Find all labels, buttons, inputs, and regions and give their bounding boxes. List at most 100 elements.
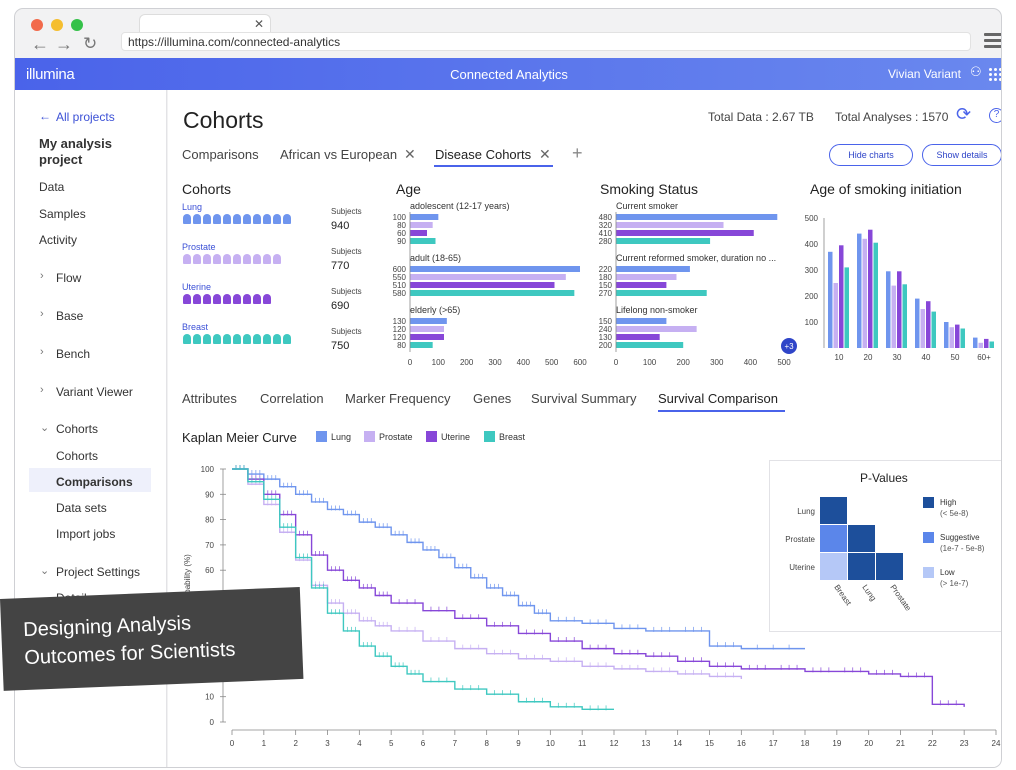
bar-value-label: 320 <box>599 221 613 230</box>
legend-swatch <box>923 532 934 543</box>
km-curve-lung <box>232 468 805 650</box>
person-icon <box>213 334 221 344</box>
sidebar-item-base[interactable]: Base <box>56 309 84 323</box>
app-header: illumina Connected Analytics Vivian Vari… <box>15 58 1001 90</box>
person-icon <box>263 254 271 264</box>
chevron-down-icon: ⌄ <box>40 565 50 577</box>
sidebar-item-flow[interactable]: Flow <box>56 271 82 285</box>
sidebar-group-project-settings[interactable]: Project Settings <box>56 565 141 579</box>
cohorts-panel-title: Cohorts <box>182 181 232 197</box>
x-tick-label: 50 <box>951 353 960 362</box>
matrix-cell[interactable] <box>848 553 875 580</box>
subtab-genes[interactable]: Genes <box>473 391 512 406</box>
bar <box>410 334 444 340</box>
bar <box>868 229 873 348</box>
tab-comparisons[interactable]: Comparisons <box>182 147 259 162</box>
back-arrow-icon[interactable]: ← <box>39 109 51 123</box>
matrix-cell[interactable] <box>820 553 847 580</box>
bar <box>862 238 867 348</box>
tab-close-icon[interactable]: ✕ <box>253 17 264 31</box>
sidebar-item-cohorts[interactable]: Cohorts <box>56 449 99 463</box>
bar <box>616 222 724 228</box>
p-values-title: P-Values <box>860 471 908 485</box>
hide-charts-button[interactable]: Hide charts <box>829 144 913 166</box>
person-icon <box>203 254 211 264</box>
address-bar[interactable]: https://illumina.com/connected-analytics <box>121 32 971 51</box>
subjects-count: 940 <box>331 220 350 232</box>
total-data: Total Data : 2.67 TB <box>708 110 814 124</box>
sidebar-item-comparisons[interactable]: Comparisons <box>56 475 133 489</box>
show-details-button[interactable]: Show details <box>922 144 1001 166</box>
bar-value-label: 130 <box>599 333 613 342</box>
sidebar-item-data[interactable]: Data <box>39 180 65 194</box>
matrix-cell[interactable] <box>820 497 847 524</box>
person-icon <box>253 294 261 304</box>
tab-african-vs-european[interactable]: African vs European <box>280 147 398 162</box>
person-icon <box>223 254 231 264</box>
sidebar-item-bench[interactable]: Bench <box>56 347 91 361</box>
back-arrow-icon[interactable]: ← <box>31 34 49 54</box>
sidebar-item-samples[interactable]: Samples <box>39 207 86 221</box>
person-icon <box>203 294 211 304</box>
close-icon[interactable]: ✕ <box>404 146 416 162</box>
reload-icon[interactable]: ↻ <box>83 34 98 53</box>
tab-disease-cohorts[interactable]: Disease Cohorts <box>435 147 532 162</box>
sidebar-group-cohorts[interactable]: Cohorts <box>56 422 99 436</box>
maximize-window-button[interactable] <box>71 19 83 31</box>
bar <box>616 326 697 332</box>
more-series-count[interactable]: +3 <box>784 342 794 351</box>
more-series-badge[interactable] <box>781 338 797 354</box>
y-tick-label: 500 <box>805 214 819 223</box>
bar <box>616 290 707 296</box>
subtab-attributes[interactable]: Attributes <box>182 391 237 406</box>
sidebar-item-activity[interactable]: Activity <box>39 233 78 247</box>
subtab-survival-comparison[interactable]: Survival Comparison <box>658 391 778 406</box>
bar-value-label: 180 <box>599 273 613 282</box>
x-tick-label: 3 <box>325 739 330 748</box>
app-grid-icon[interactable] <box>989 68 1001 82</box>
sidebar-item-data-sets[interactable]: Data sets <box>56 501 107 515</box>
subtab-survival-summary[interactable]: Survival Summary <box>531 391 637 406</box>
bar-value-label: 220 <box>599 265 613 274</box>
browser-menu-icon[interactable] <box>984 33 1001 49</box>
forward-arrow-icon[interactable]: → <box>55 34 73 54</box>
x-tick-label: 19 <box>832 739 841 748</box>
matrix-cell[interactable] <box>876 553 903 580</box>
km-curve-uterine <box>232 468 965 707</box>
user-icon[interactable]: ⚇ <box>970 64 982 79</box>
subtab-correlation[interactable]: Correlation <box>260 391 324 406</box>
person-icon <box>183 254 191 264</box>
person-icon <box>203 214 211 224</box>
minimize-window-button[interactable] <box>51 19 63 31</box>
x-tick-label: 0 <box>614 358 619 367</box>
x-tick-label: 20 <box>864 739 873 748</box>
matrix-cell[interactable] <box>820 525 847 552</box>
sidebar-item-import-jobs[interactable]: Import jobs <box>56 527 116 541</box>
close-window-button[interactable] <box>31 19 43 31</box>
x-tick-label: 60+ <box>977 353 991 362</box>
bar-value-label: 270 <box>599 289 613 298</box>
person-icon <box>253 254 261 264</box>
bar <box>944 322 949 348</box>
bar <box>616 274 677 280</box>
initiation-panel-title: Age of smoking initiation <box>810 181 962 197</box>
bar <box>989 341 994 348</box>
close-icon[interactable]: ✕ <box>539 146 551 162</box>
y-tick-label: 90 <box>205 490 214 499</box>
bar <box>616 282 667 288</box>
subtab-marker-frequency[interactable]: Marker Frequency <box>345 391 451 406</box>
all-projects-link[interactable]: All projects <box>56 110 115 124</box>
sidebar-item-variant-viewer[interactable]: Variant Viewer <box>56 385 133 399</box>
x-tick-label: 0 <box>408 358 413 367</box>
refresh-icon[interactable]: ⟳ <box>956 104 972 124</box>
bar <box>844 267 849 348</box>
bar-value-label: 80 <box>397 341 406 350</box>
bar <box>616 238 711 244</box>
bar-value-label: 580 <box>393 289 407 298</box>
bar <box>949 327 954 348</box>
matrix-cell[interactable] <box>848 525 875 552</box>
p-values-panel: P-Values Lung Prostate Uterine Breast Lung Pr… <box>769 460 1001 632</box>
add-tab-icon[interactable]: + <box>572 143 583 163</box>
user-name[interactable]: Vivian Variant <box>888 67 961 81</box>
help-icon[interactable]: ? <box>989 108 1001 123</box>
